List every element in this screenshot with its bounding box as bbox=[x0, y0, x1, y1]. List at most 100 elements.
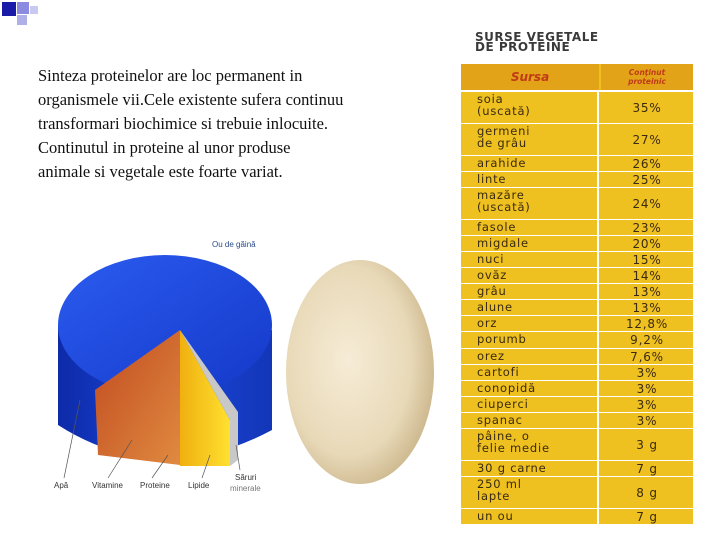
paragraph-line: organismele vii.Cele existente sufera co… bbox=[38, 90, 344, 109]
corner-square-pale bbox=[30, 6, 38, 14]
source-name-line: grâu bbox=[477, 284, 507, 299]
source-name: ovăz bbox=[461, 268, 599, 284]
protein-content: 25% bbox=[632, 173, 662, 188]
table-row: porumb 9,2% bbox=[461, 332, 693, 349]
source-name-line: nuci bbox=[477, 252, 505, 267]
table-title-line: DE PROTEINE bbox=[475, 40, 571, 54]
corner-square-light bbox=[17, 2, 29, 14]
source-name-line: alune bbox=[477, 300, 513, 315]
table-row: germeni de grâu 27% bbox=[461, 124, 693, 157]
source-name-line: orz bbox=[477, 316, 498, 331]
source-name: mazăre (uscată) bbox=[461, 188, 599, 220]
protein-content: 24% bbox=[632, 197, 662, 212]
pie-slice-vitamine bbox=[95, 330, 180, 465]
egg-image bbox=[286, 260, 434, 484]
source-name-line: lapte bbox=[477, 488, 511, 503]
paragraph-line: animale si vegetale este foarte variat. bbox=[38, 162, 283, 181]
table-row: nuci 15% bbox=[461, 252, 693, 269]
table-row: spanac 3% bbox=[461, 412, 693, 429]
protein-content: 8 g bbox=[636, 485, 658, 500]
source-name-line: migdale bbox=[477, 236, 529, 251]
table-row: orz 12,8% bbox=[461, 316, 693, 333]
protein-content: 26% bbox=[632, 157, 662, 172]
header-source: Sursa bbox=[461, 64, 599, 90]
source-name-line: spanac bbox=[477, 412, 523, 427]
source-name-line: arahide bbox=[477, 156, 527, 171]
egg-composition-figure: Ou de găină bbox=[40, 230, 460, 530]
leader-line bbox=[151, 454, 169, 479]
source-name: fasole bbox=[461, 220, 599, 236]
table-row: alune 13% bbox=[461, 300, 693, 317]
source-name-line: pâine, o bbox=[477, 428, 530, 443]
header-content: Conţinut proteinic bbox=[601, 64, 693, 90]
egg-composition-illustration bbox=[58, 255, 434, 484]
source-name: 250 ml lapte bbox=[461, 476, 599, 508]
corner-square-dark bbox=[2, 2, 16, 16]
table-row: fasole 23% bbox=[461, 220, 693, 237]
source-name: alune bbox=[461, 300, 599, 316]
source-name-line: ciuperci bbox=[477, 396, 529, 411]
source-name: un ou bbox=[461, 508, 599, 524]
paragraph-line: Continutul in proteine al unor produse bbox=[38, 138, 291, 157]
table-row: pâine, o felie medie 3 g bbox=[461, 428, 693, 461]
pie-top-blue bbox=[58, 255, 272, 395]
protein-content: 7,6% bbox=[630, 349, 664, 364]
source-name-line: cartofi bbox=[477, 364, 520, 379]
source-name: conopidă bbox=[461, 380, 599, 396]
table-row: mazăre (uscată) 24% bbox=[461, 188, 693, 221]
protein-content: 3% bbox=[636, 365, 658, 380]
source-name-line: porumb bbox=[477, 332, 527, 347]
table-row: conopidă 3% bbox=[461, 380, 693, 397]
source-name: cartofi bbox=[461, 364, 599, 380]
source-name: spanac bbox=[461, 412, 599, 428]
leader-line bbox=[107, 439, 133, 479]
source-name-line: 30 g carne bbox=[477, 460, 547, 475]
source-name: orez bbox=[461, 348, 599, 364]
source-name: germeni de grâu bbox=[461, 124, 599, 156]
table-title: SURSE VEGETALE DE PROTEINE bbox=[475, 31, 685, 54]
protein-content: 12,8% bbox=[625, 317, 669, 332]
source-name-line: conopidă bbox=[477, 380, 536, 395]
source-name-line: orez bbox=[477, 348, 505, 363]
leader-line bbox=[63, 399, 81, 479]
table-row: un ou 7 g bbox=[461, 508, 693, 525]
source-name-line: un ou bbox=[477, 508, 514, 523]
protein-content: 13% bbox=[632, 285, 662, 300]
source-name-line: (uscată) bbox=[477, 200, 531, 215]
pie-slice-saruri bbox=[180, 330, 238, 466]
table-row: arahide 26% bbox=[461, 156, 693, 173]
pie-slice-proteine bbox=[180, 330, 230, 466]
source-name: 30 g carne bbox=[461, 460, 599, 476]
source-name-line: felie medie bbox=[477, 440, 550, 455]
protein-content: 3% bbox=[636, 413, 658, 428]
protein-content: 14% bbox=[632, 269, 662, 284]
source-name-line: ovăz bbox=[477, 268, 508, 283]
table-row: migdale 20% bbox=[461, 236, 693, 253]
protein-content: 35% bbox=[632, 101, 662, 115]
source-name-line: linte bbox=[477, 172, 507, 187]
protein-content: 13% bbox=[632, 301, 662, 316]
corner-square-light-2 bbox=[17, 15, 27, 25]
protein-content: 7 g bbox=[636, 461, 658, 476]
leader-line bbox=[201, 454, 211, 479]
figure-title: Ou de găină bbox=[212, 240, 256, 249]
protein-content: 3% bbox=[636, 397, 658, 412]
label-proteine: Proteine bbox=[140, 481, 170, 490]
header-content-line: Conţinut bbox=[628, 68, 666, 77]
table-body: soia (uscată) 35% germeni de grâu 27% arahide 2… bbox=[461, 92, 693, 525]
label-minerale: minerale bbox=[230, 484, 261, 493]
label-lipide: Lipide bbox=[188, 481, 210, 490]
source-name-line: germeni bbox=[477, 124, 531, 139]
table-row: orez 7,6% bbox=[461, 348, 693, 365]
source-name-line: mazăre bbox=[477, 188, 525, 203]
source-name-line: de grâu bbox=[477, 136, 527, 151]
leader-line bbox=[235, 444, 241, 471]
protein-content: 23% bbox=[632, 221, 662, 236]
paragraph-line: Sinteza proteinelor are loc permanent in bbox=[38, 66, 303, 85]
table-row: 250 ml lapte 8 g bbox=[461, 476, 693, 509]
source-name-line: fasole bbox=[477, 220, 517, 235]
protein-content: 20% bbox=[632, 237, 662, 252]
label-apa: Apă bbox=[54, 481, 69, 490]
table-grid: Sursa Conţinut proteinic soia (uscată) 35%… bbox=[461, 64, 693, 525]
corner-decoration bbox=[0, 0, 60, 40]
